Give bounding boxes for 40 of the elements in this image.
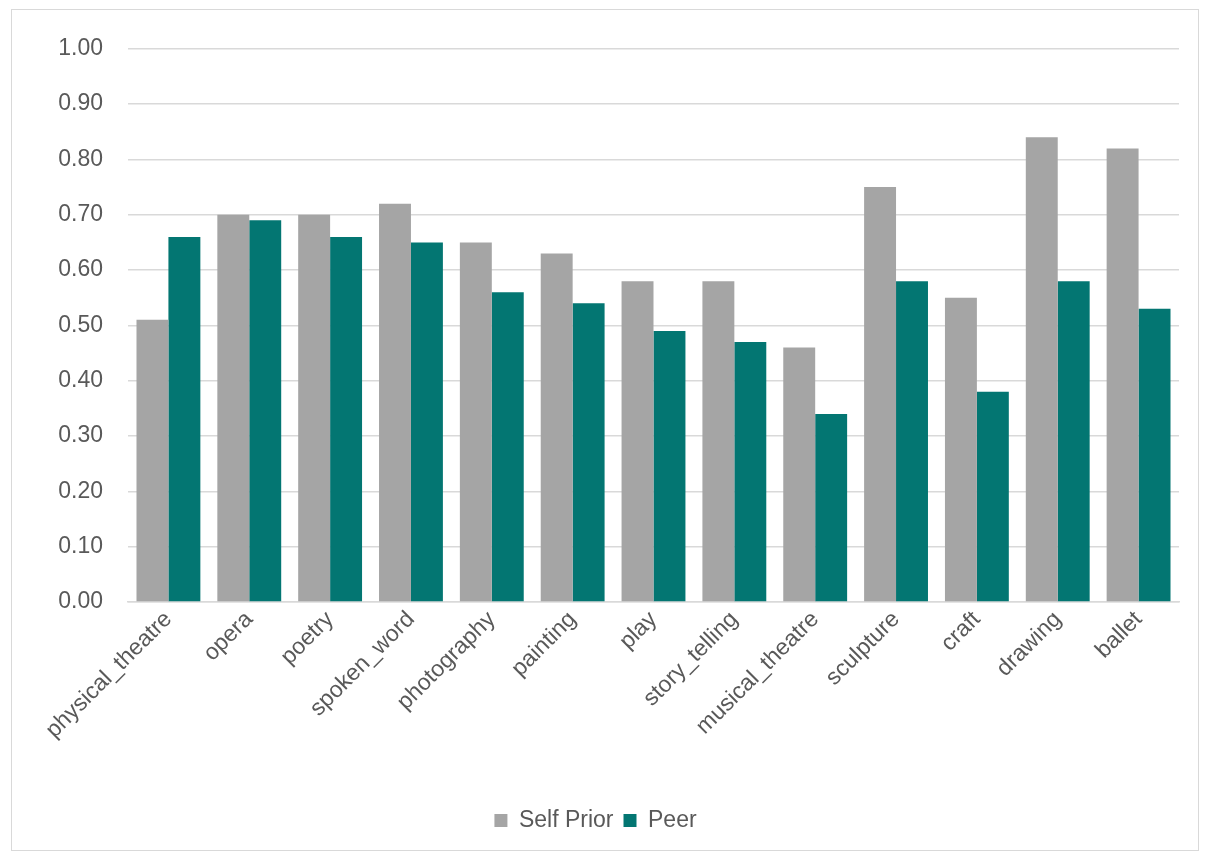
bar — [459, 242, 492, 602]
bar — [298, 214, 331, 602]
bar — [572, 303, 605, 602]
y-tick-label: 0.80 — [58, 144, 103, 171]
bar — [410, 242, 443, 602]
bar — [864, 187, 897, 602]
bar — [734, 342, 767, 602]
y-tick-label: 0.50 — [58, 310, 103, 337]
legend-label: Peer — [648, 805, 697, 832]
legend-label: Self Prior — [518, 805, 614, 832]
x-tick-label: craft — [934, 604, 986, 656]
bar — [540, 253, 573, 602]
bar — [136, 319, 169, 602]
bar — [653, 330, 686, 602]
bar — [783, 347, 816, 602]
y-tick-label: 0.00 — [58, 587, 103, 614]
bar — [976, 391, 1009, 602]
y-tick-label: 1.00 — [58, 34, 103, 61]
bar — [217, 214, 250, 602]
bar — [702, 281, 735, 602]
bar — [944, 297, 977, 602]
bar — [1057, 281, 1090, 602]
bar — [1025, 137, 1058, 602]
y-tick-label: 0.40 — [58, 366, 103, 393]
bar — [621, 281, 654, 602]
y-tick-label: 0.20 — [58, 476, 103, 503]
bar — [168, 236, 201, 602]
y-tick-label: 0.30 — [58, 421, 103, 448]
y-tick-label: 0.60 — [58, 255, 103, 282]
y-tick-label: 0.70 — [58, 200, 103, 227]
bar — [491, 292, 524, 602]
bar — [896, 281, 928, 602]
y-tick-label: 0.90 — [58, 89, 103, 116]
bar — [1138, 308, 1171, 602]
bar — [330, 236, 363, 602]
bar — [249, 220, 282, 602]
bar — [1106, 148, 1139, 602]
y-tick-label: 0.10 — [58, 532, 103, 559]
bar — [379, 203, 411, 602]
bar — [815, 413, 848, 602]
